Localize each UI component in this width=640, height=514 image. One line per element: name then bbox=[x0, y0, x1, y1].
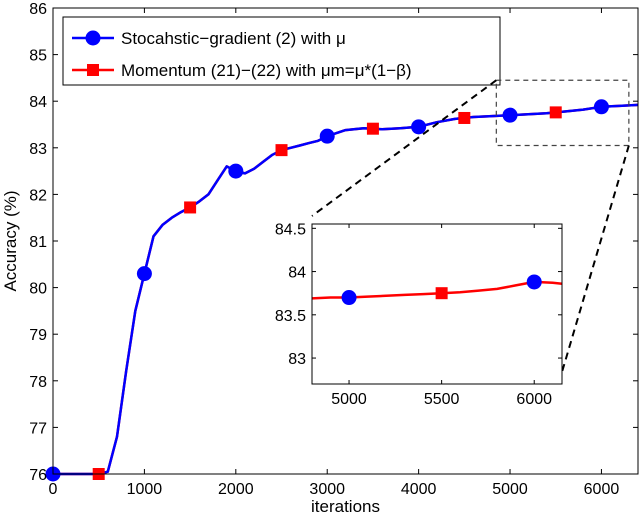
x-tick-label: 3000 bbox=[309, 481, 345, 498]
inset-x-tick-label: 6000 bbox=[516, 391, 552, 408]
sgd-marker bbox=[136, 266, 152, 282]
x-tick-label: 6000 bbox=[584, 481, 620, 498]
x-tick-label: 4000 bbox=[401, 481, 437, 498]
inset-sgd-marker bbox=[526, 274, 542, 290]
legend-label-momentum: Momentum (21)−(22) with μm=μ*(1−β) bbox=[121, 61, 412, 80]
legend-marker-sgd bbox=[85, 30, 101, 46]
zoom-connector-left bbox=[311, 79, 497, 217]
y-tick-label: 83 bbox=[29, 141, 47, 158]
main-y-ticks: 76 77 78 79 80 81 82 83 84 85 86 bbox=[29, 1, 638, 484]
inset-sgd-marker bbox=[341, 290, 357, 306]
y-tick-label: 81 bbox=[29, 234, 47, 251]
inset-x-tick-label: 5000 bbox=[331, 391, 367, 408]
inset-plot-markers bbox=[341, 274, 542, 306]
y-tick-label: 77 bbox=[29, 420, 47, 437]
inset-y-tick-label: 84 bbox=[288, 265, 306, 282]
sgd-marker bbox=[319, 128, 335, 144]
momentum-marker bbox=[275, 144, 288, 157]
x-tick-label: 1000 bbox=[127, 481, 163, 498]
main-x-ticks: 0 1000 2000 3000 4000 5000 6000 bbox=[49, 8, 620, 498]
sgd-marker bbox=[411, 119, 427, 135]
legend-label-sgd: Stocahstic−gradient (2) with μ bbox=[121, 29, 346, 48]
y-axis-label: Accuracy (%) bbox=[1, 190, 20, 291]
inset-background bbox=[312, 224, 562, 384]
inset-x-ticks: 5000 5500 6000 bbox=[331, 224, 552, 408]
x-tick-label: 2000 bbox=[218, 481, 254, 498]
inset-y-tick-label: 84.5 bbox=[275, 221, 306, 238]
y-tick-label: 76 bbox=[29, 467, 47, 484]
x-tick-label: 0 bbox=[49, 481, 58, 498]
x-tick-label: 5000 bbox=[492, 481, 528, 498]
inset-momentum-marker bbox=[435, 287, 448, 300]
inset-x-tick-label: 5500 bbox=[424, 391, 460, 408]
inset-y-tick-label: 83.5 bbox=[275, 308, 306, 325]
x-axis-label: iterations bbox=[311, 497, 380, 514]
zoom-connector-right bbox=[561, 145, 630, 373]
momentum-marker bbox=[549, 106, 562, 119]
sgd-marker bbox=[593, 99, 609, 115]
y-tick-label: 86 bbox=[29, 1, 47, 18]
y-tick-label: 80 bbox=[29, 281, 47, 298]
momentum-marker bbox=[184, 201, 197, 214]
legend-box bbox=[62, 16, 501, 86]
sgd-marker bbox=[502, 107, 518, 123]
inset-plot-frame bbox=[311, 223, 563, 385]
momentum-marker bbox=[366, 122, 379, 135]
y-tick-label: 82 bbox=[29, 187, 47, 204]
y-tick-label: 78 bbox=[29, 374, 47, 391]
legend-marker-momentum bbox=[87, 64, 99, 76]
y-tick-label: 79 bbox=[29, 327, 47, 344]
inset-y-ticks: 83 83.5 84 84.5 bbox=[275, 221, 562, 368]
momentum-marker bbox=[458, 111, 471, 124]
y-tick-label: 84 bbox=[29, 94, 47, 111]
zoom-indicator bbox=[311, 79, 630, 373]
inset-y-tick-label: 83 bbox=[288, 351, 306, 368]
zoom-box bbox=[495, 79, 630, 147]
y-tick-label: 85 bbox=[29, 48, 47, 65]
legend: Stocahstic−gradient (2) with μ Momentum … bbox=[62, 16, 501, 86]
sgd-marker bbox=[228, 163, 244, 179]
inset-plot: 5000 5500 6000 83 83.5 84 84.5 bbox=[275, 221, 563, 408]
